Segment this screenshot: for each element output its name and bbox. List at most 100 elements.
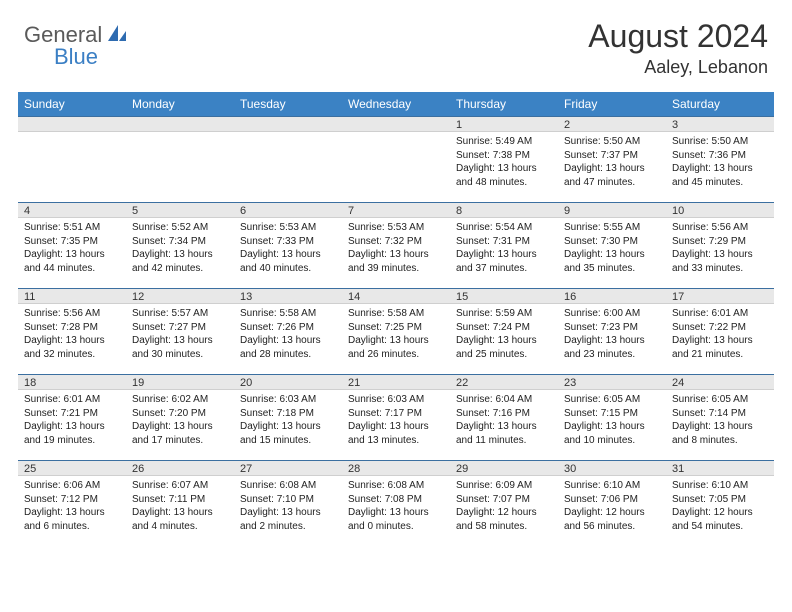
sunrise-text: Sunrise: 6:09 AM [456, 479, 552, 493]
calendar-day-cell: 25Sunrise: 6:06 AMSunset: 7:12 PMDayligh… [18, 460, 126, 546]
daylight-text: Daylight: 12 hours and 56 minutes. [564, 506, 660, 533]
calendar-week-row: 4Sunrise: 5:51 AMSunset: 7:35 PMDaylight… [18, 202, 774, 288]
day-details: Sunrise: 6:01 AMSunset: 7:21 PMDaylight:… [18, 390, 126, 451]
calendar-day-cell: 16Sunrise: 6:00 AMSunset: 7:23 PMDayligh… [558, 288, 666, 374]
calendar-day-cell: 12Sunrise: 5:57 AMSunset: 7:27 PMDayligh… [126, 288, 234, 374]
day-number: 18 [18, 374, 126, 390]
sunset-text: Sunset: 7:29 PM [672, 235, 768, 249]
day-number: 24 [666, 374, 774, 390]
day-details: Sunrise: 5:56 AMSunset: 7:29 PMDaylight:… [666, 218, 774, 279]
sunset-text: Sunset: 7:26 PM [240, 321, 336, 335]
day-number: 2 [558, 116, 666, 132]
calendar-day-cell: 15Sunrise: 5:59 AMSunset: 7:24 PMDayligh… [450, 288, 558, 374]
daylight-text: Daylight: 13 hours and 23 minutes. [564, 334, 660, 361]
day-details: Sunrise: 5:49 AMSunset: 7:38 PMDaylight:… [450, 132, 558, 193]
daylight-text: Daylight: 13 hours and 21 minutes. [672, 334, 768, 361]
calendar-day-cell: 8Sunrise: 5:54 AMSunset: 7:31 PMDaylight… [450, 202, 558, 288]
sunrise-text: Sunrise: 5:56 AM [672, 221, 768, 235]
sunset-text: Sunset: 7:14 PM [672, 407, 768, 421]
daylight-text: Daylight: 13 hours and 11 minutes. [456, 420, 552, 447]
sunset-text: Sunset: 7:27 PM [132, 321, 228, 335]
daylight-text: Daylight: 13 hours and 25 minutes. [456, 334, 552, 361]
sunset-text: Sunset: 7:07 PM [456, 493, 552, 507]
daylight-text: Daylight: 13 hours and 40 minutes. [240, 248, 336, 275]
day-number: 5 [126, 202, 234, 218]
day-number: 26 [126, 460, 234, 476]
day-number: 22 [450, 374, 558, 390]
sunset-text: Sunset: 7:17 PM [348, 407, 444, 421]
sunrise-text: Sunrise: 5:52 AM [132, 221, 228, 235]
sunrise-text: Sunrise: 6:03 AM [240, 393, 336, 407]
day-number: 27 [234, 460, 342, 476]
sunset-text: Sunset: 7:11 PM [132, 493, 228, 507]
day-number: 9 [558, 202, 666, 218]
calendar-day-cell: 17Sunrise: 6:01 AMSunset: 7:22 PMDayligh… [666, 288, 774, 374]
day-details: Sunrise: 6:04 AMSunset: 7:16 PMDaylight:… [450, 390, 558, 451]
sunset-text: Sunset: 7:18 PM [240, 407, 336, 421]
day-details: Sunrise: 6:07 AMSunset: 7:11 PMDaylight:… [126, 476, 234, 537]
month-title: August 2024 [588, 18, 768, 55]
sunrise-text: Sunrise: 6:02 AM [132, 393, 228, 407]
day-number: 19 [126, 374, 234, 390]
weekday-header: Thursday [450, 92, 558, 116]
sunset-text: Sunset: 7:25 PM [348, 321, 444, 335]
sunrise-text: Sunrise: 5:53 AM [348, 221, 444, 235]
day-number: 30 [558, 460, 666, 476]
sunrise-text: Sunrise: 6:01 AM [672, 307, 768, 321]
day-details: Sunrise: 5:55 AMSunset: 7:30 PMDaylight:… [558, 218, 666, 279]
sunrise-text: Sunrise: 5:57 AM [132, 307, 228, 321]
day-number [18, 116, 126, 132]
day-number: 13 [234, 288, 342, 304]
daylight-text: Daylight: 13 hours and 33 minutes. [672, 248, 768, 275]
day-details: Sunrise: 6:08 AMSunset: 7:08 PMDaylight:… [342, 476, 450, 537]
day-number: 16 [558, 288, 666, 304]
calendar-week-row: 18Sunrise: 6:01 AMSunset: 7:21 PMDayligh… [18, 374, 774, 460]
calendar-day-cell: 27Sunrise: 6:08 AMSunset: 7:10 PMDayligh… [234, 460, 342, 546]
sunset-text: Sunset: 7:05 PM [672, 493, 768, 507]
day-details: Sunrise: 5:52 AMSunset: 7:34 PMDaylight:… [126, 218, 234, 279]
sunset-text: Sunset: 7:32 PM [348, 235, 444, 249]
day-details [342, 132, 450, 139]
daylight-text: Daylight: 13 hours and 17 minutes. [132, 420, 228, 447]
day-number: 14 [342, 288, 450, 304]
daylight-text: Daylight: 13 hours and 13 minutes. [348, 420, 444, 447]
daylight-text: Daylight: 13 hours and 48 minutes. [456, 162, 552, 189]
calendar-day-cell: 13Sunrise: 5:58 AMSunset: 7:26 PMDayligh… [234, 288, 342, 374]
weekday-header-row: Sunday Monday Tuesday Wednesday Thursday… [18, 92, 774, 116]
calendar-week-row: 25Sunrise: 6:06 AMSunset: 7:12 PMDayligh… [18, 460, 774, 546]
sunset-text: Sunset: 7:08 PM [348, 493, 444, 507]
calendar-week-row: 11Sunrise: 5:56 AMSunset: 7:28 PMDayligh… [18, 288, 774, 374]
daylight-text: Daylight: 13 hours and 37 minutes. [456, 248, 552, 275]
sunset-text: Sunset: 7:30 PM [564, 235, 660, 249]
sunrise-text: Sunrise: 5:56 AM [24, 307, 120, 321]
day-details: Sunrise: 6:00 AMSunset: 7:23 PMDaylight:… [558, 304, 666, 365]
calendar-day-cell [126, 116, 234, 202]
daylight-text: Daylight: 13 hours and 0 minutes. [348, 506, 444, 533]
calendar-day-cell: 30Sunrise: 6:10 AMSunset: 7:06 PMDayligh… [558, 460, 666, 546]
daylight-text: Daylight: 13 hours and 39 minutes. [348, 248, 444, 275]
calendar-day-cell: 24Sunrise: 6:05 AMSunset: 7:14 PMDayligh… [666, 374, 774, 460]
sunrise-text: Sunrise: 5:59 AM [456, 307, 552, 321]
sunset-text: Sunset: 7:16 PM [456, 407, 552, 421]
day-number: 28 [342, 460, 450, 476]
weekday-header: Monday [126, 92, 234, 116]
sunset-text: Sunset: 7:38 PM [456, 149, 552, 163]
day-number [234, 116, 342, 132]
calendar-day-cell: 11Sunrise: 5:56 AMSunset: 7:28 PMDayligh… [18, 288, 126, 374]
calendar-day-cell: 28Sunrise: 6:08 AMSunset: 7:08 PMDayligh… [342, 460, 450, 546]
day-details: Sunrise: 6:08 AMSunset: 7:10 PMDaylight:… [234, 476, 342, 537]
sunset-text: Sunset: 7:10 PM [240, 493, 336, 507]
calendar-day-cell: 3Sunrise: 5:50 AMSunset: 7:36 PMDaylight… [666, 116, 774, 202]
daylight-text: Daylight: 13 hours and 10 minutes. [564, 420, 660, 447]
weekday-header: Wednesday [342, 92, 450, 116]
day-details: Sunrise: 6:10 AMSunset: 7:05 PMDaylight:… [666, 476, 774, 537]
day-details [126, 132, 234, 139]
day-details: Sunrise: 5:59 AMSunset: 7:24 PMDaylight:… [450, 304, 558, 365]
logo-text-blue: Blue [54, 44, 98, 70]
daylight-text: Daylight: 13 hours and 30 minutes. [132, 334, 228, 361]
sunrise-text: Sunrise: 5:51 AM [24, 221, 120, 235]
calendar-day-cell: 2Sunrise: 5:50 AMSunset: 7:37 PMDaylight… [558, 116, 666, 202]
calendar-day-cell [234, 116, 342, 202]
sunrise-text: Sunrise: 5:50 AM [672, 135, 768, 149]
day-number: 7 [342, 202, 450, 218]
